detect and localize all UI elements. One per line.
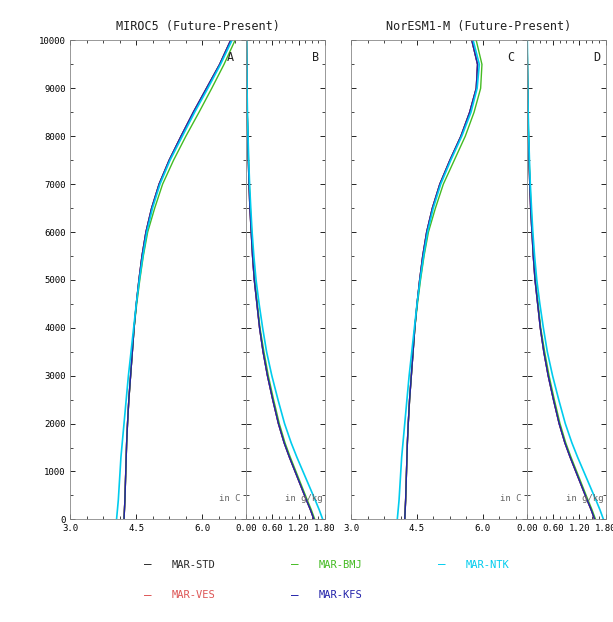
Text: NorESM1-M (Future-Present): NorESM1-M (Future-Present) (386, 20, 571, 33)
Text: —: — (438, 559, 446, 571)
Text: MAR-STD: MAR-STD (172, 560, 215, 570)
Text: MAR-NTK: MAR-NTK (466, 560, 509, 570)
Text: —: — (291, 559, 299, 571)
Text: C: C (508, 51, 514, 64)
Text: in g/kg: in g/kg (285, 494, 322, 503)
Text: MAR-VES: MAR-VES (172, 590, 215, 600)
Text: MIROC5 (Future-Present): MIROC5 (Future-Present) (116, 20, 280, 33)
Text: D: D (593, 51, 600, 64)
Text: MAR-BMJ: MAR-BMJ (319, 560, 362, 570)
Text: —: — (291, 589, 299, 601)
Text: in g/kg: in g/kg (566, 494, 603, 503)
Text: A: A (227, 51, 234, 64)
Text: in C: in C (219, 494, 241, 503)
Text: MAR-KFS: MAR-KFS (319, 590, 362, 600)
Text: in C: in C (500, 494, 522, 503)
Text: B: B (312, 51, 319, 64)
Text: —: — (144, 589, 151, 601)
Text: —: — (144, 559, 151, 571)
